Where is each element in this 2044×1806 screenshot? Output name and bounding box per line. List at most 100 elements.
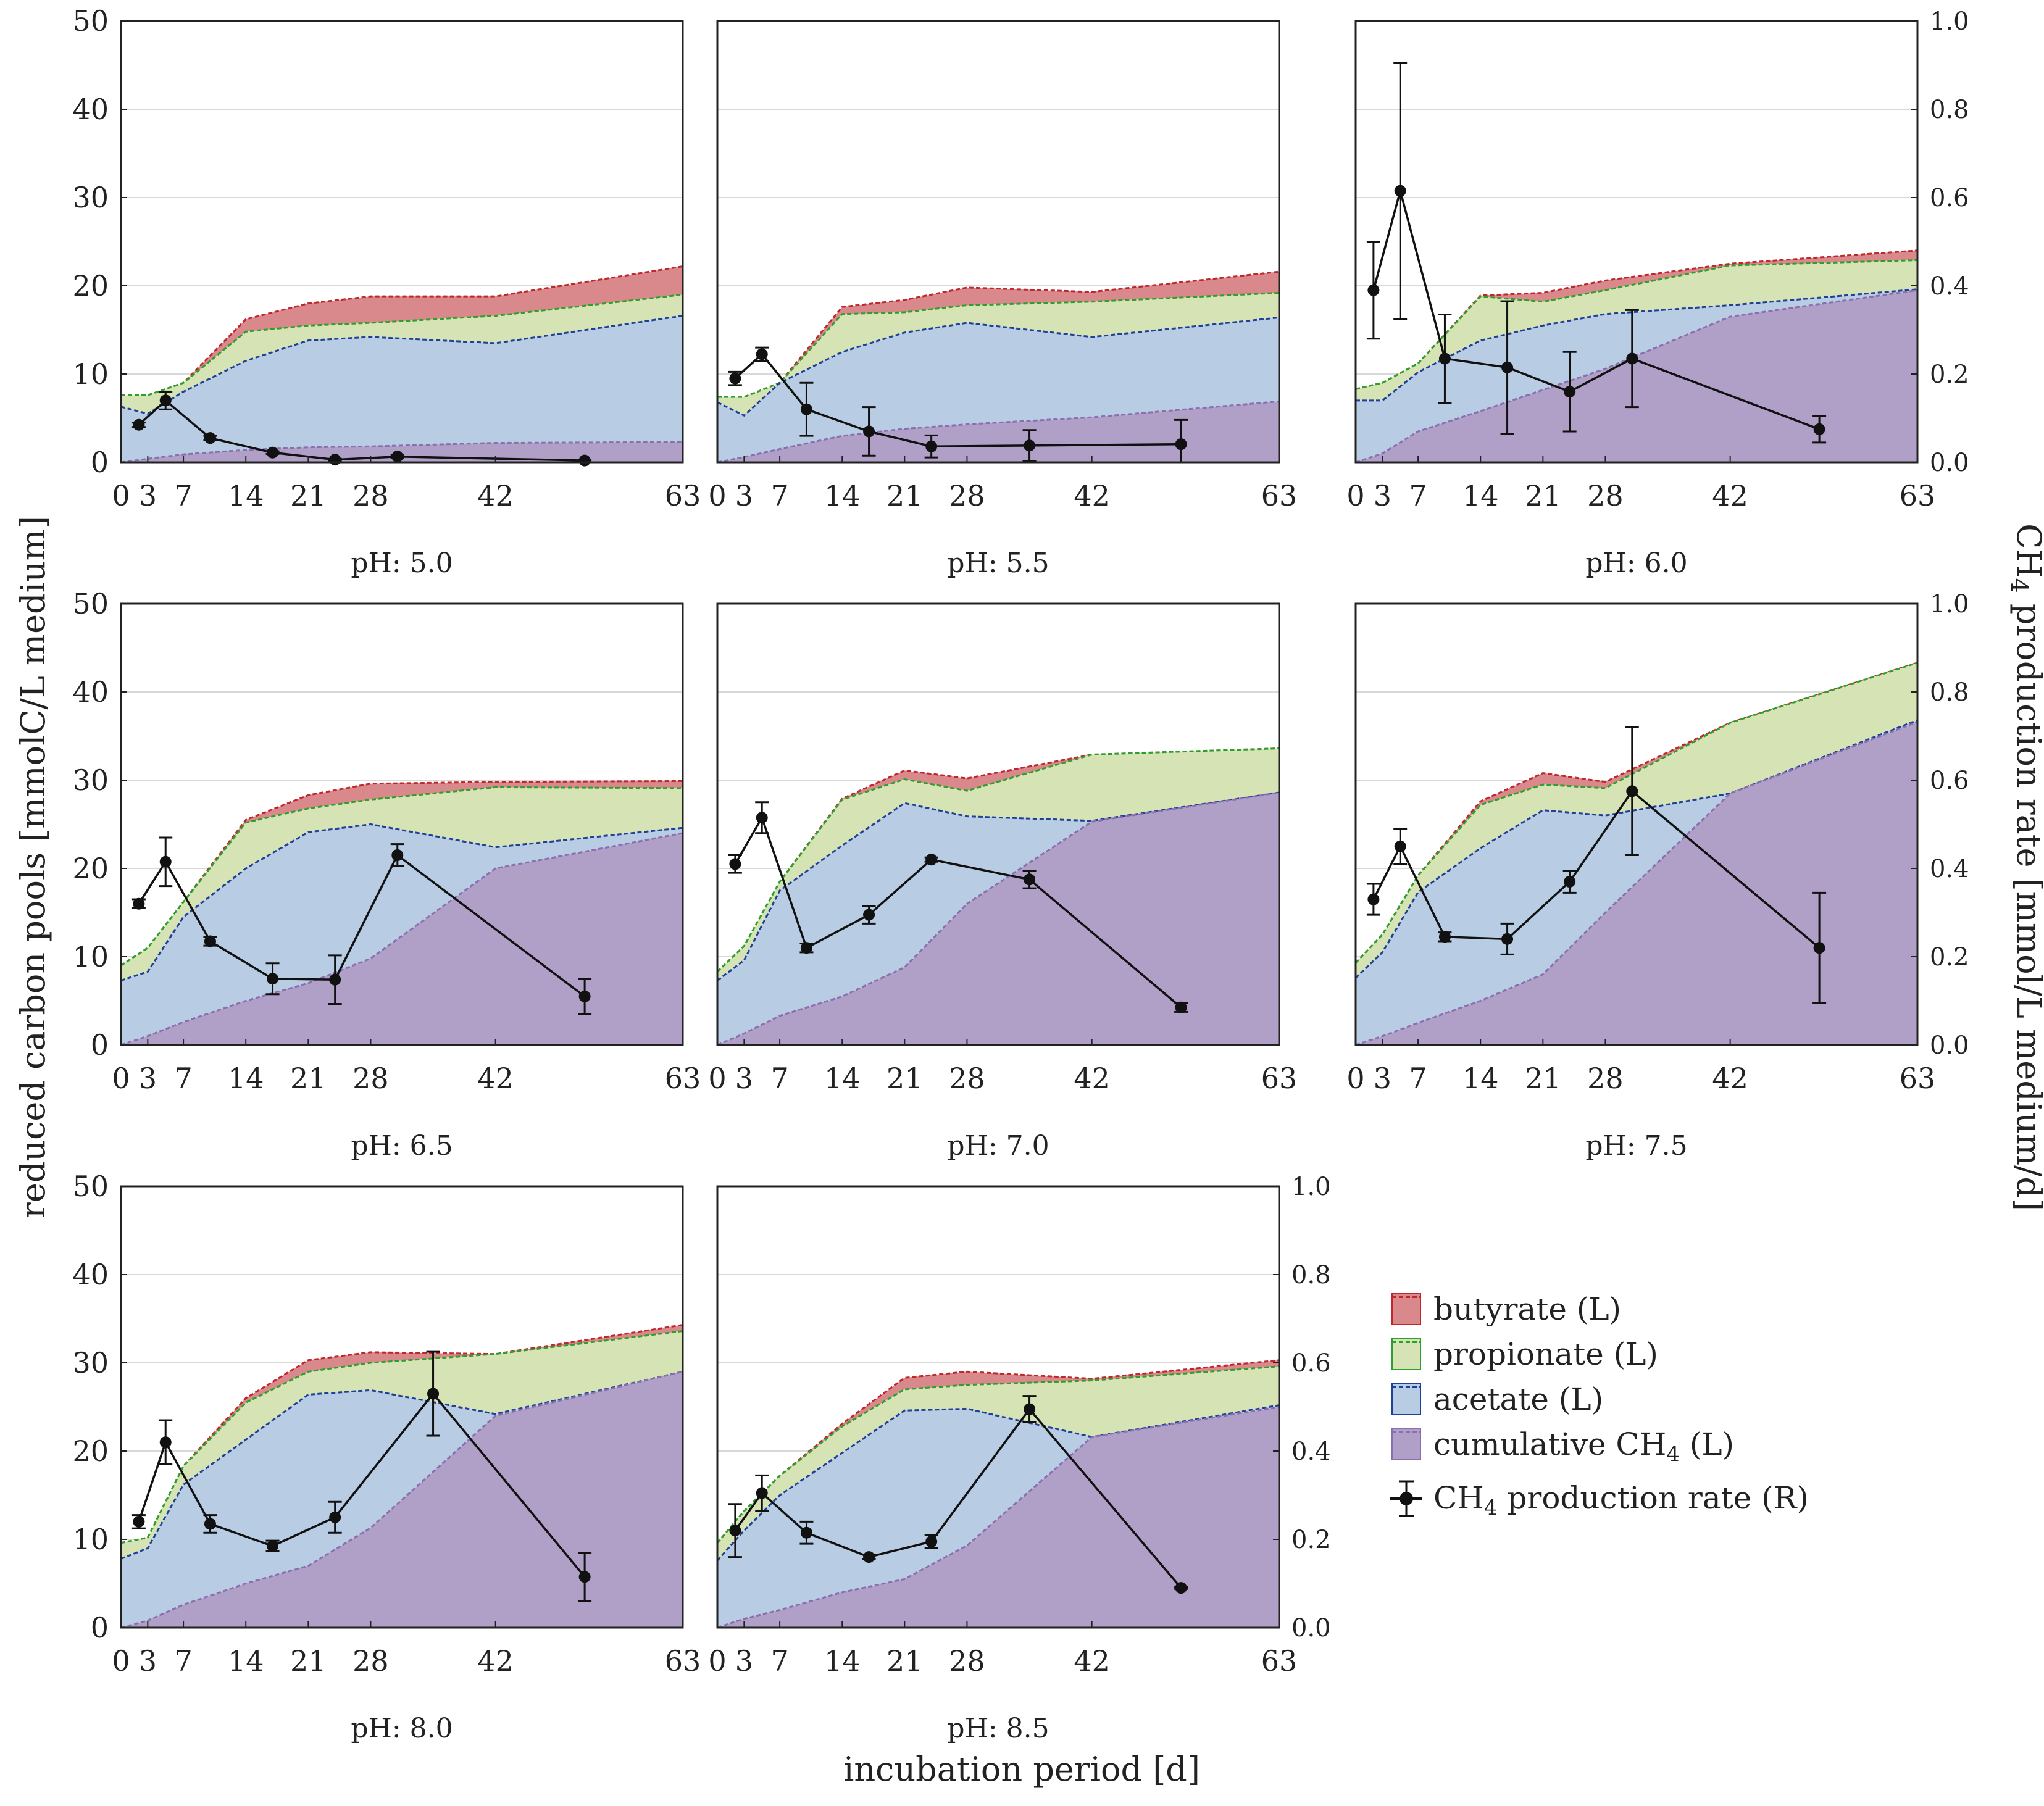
rate-point [204,1518,216,1530]
x-tick-label: 3 [1374,1062,1391,1095]
x-tick-label: 0 [112,1062,130,1095]
x-tick-label: 3 [735,1644,753,1678]
area-cumulative-ch4 [717,793,1279,1045]
area-butyrate [121,266,683,396]
x-tick-label: 21 [1525,479,1561,512]
panel-2: 0 3 7 14 21 28 42 63 pH: 5.5 [708,20,1298,579]
rate-point [1501,933,1514,945]
line-acetate [1354,719,1918,979]
rate-point [1626,352,1638,365]
area-propionate [121,1331,683,1559]
x-tick-label: 28 [1587,1062,1624,1095]
line-cumulative-ch4 [717,1406,1280,1629]
panel-7: 0 3 7 14 21 28 42 63 0 10 20 30 40 50 pH: 8.0 [72,1170,701,1744]
rate-point [1564,386,1576,398]
y-left-tick-label: 0 [91,1028,109,1062]
x-tick-label: 7 [174,479,192,512]
line-propionate [716,1365,1280,1544]
panel-6: 0 3 7 14 21 28 42 630.0 0.2 0.4 0.6 0.8 1.0 pH: 7.5 [1346,590,1969,1162]
y-left-tick-label: 10 [72,940,109,973]
legend-rate-sub: 4 [1484,1496,1498,1520]
panel-title: pH: 6.5 [351,1130,453,1162]
y-right-tick-label: 0.0 [1930,1031,1969,1060]
rate-point [329,1511,341,1523]
x-tick-label: 28 [352,1062,389,1095]
x-tick-label: 7 [770,1062,788,1095]
legend-label-acetate: acetate (L) [1433,1381,1603,1417]
plot-frame [716,1185,1280,1629]
y-right-tick-label: 0.6 [1930,184,1969,212]
rate-point [756,1487,768,1499]
y-right-tick-label: 0.4 [1930,272,1969,301]
y-right-title-prefix: CH [2009,523,2044,578]
x-tick-label: 0 [1346,1062,1364,1095]
y-right-tick-label: 0.6 [1930,767,1969,795]
line-cumulative-ch4 [120,832,683,1046]
x-tick-label: 63 [1261,479,1298,512]
y-left-tick-label: 30 [72,1346,109,1379]
plot-frame [120,1185,684,1629]
area-propionate [1356,260,1917,401]
x-tick-label: 42 [1074,1062,1110,1095]
x-tick-label: 14 [228,1062,264,1095]
rate-point [729,858,741,870]
area-cumulative-ch4 [121,833,683,1045]
legend-rate-suffix: production rate (R) [1498,1480,1809,1516]
x-tick-label: 21 [290,1062,327,1095]
y-right-tick-label: 0.8 [1930,678,1969,707]
rate-point [1024,1403,1036,1415]
x-tick-label: 63 [1261,1644,1298,1678]
area-propionate [121,787,683,981]
rate-point [925,854,938,866]
rate-point [427,1388,440,1400]
rate-point [800,942,812,954]
y-right-tick-label: 0.8 [1291,1261,1331,1289]
rate-point [159,855,172,868]
x-tick-label: 7 [1409,1062,1427,1095]
legend-swatch-acetate [1391,1383,1421,1415]
area-acetate [717,317,1279,462]
panel-4: 0 3 7 14 21 28 42 63 0 10 20 30 40 50 pH: 6.5 [72,587,701,1162]
legend-item-cumulative-ch4: cumulative CH4 (L) [1391,1426,1734,1467]
legend-item-butyrate: butyrate (L) [1391,1291,1621,1327]
legend-item-acetate: acetate (L) [1391,1381,1603,1417]
x-tick-label: 63 [1900,1062,1936,1095]
x-tick-label: 14 [1462,479,1499,512]
y-left-tick-label: 50 [72,4,109,38]
x-tick-label: 7 [1409,479,1427,512]
line-butyrate [121,265,683,396]
legend-label-cumulative-ch4: cumulative CH4 (L) [1433,1426,1734,1467]
panel-title: pH: 5.5 [947,547,1049,579]
line-propionate [120,1330,683,1544]
y-right-title-suffix: production rate [mmol/L medium/d] [2009,593,2044,1211]
legend-swatch-propionate [1391,1338,1421,1370]
x-tick-label: 21 [886,1644,923,1678]
rate-point [1367,284,1380,296]
y-right-tick-label: 1.0 [1291,1173,1331,1201]
x-tick-label: 0 [112,479,130,512]
rate-point [204,935,216,947]
y-right-tick-label: 0.0 [1291,1614,1331,1642]
line-cumulative-ch4 [120,1370,683,1629]
plot-frame [120,20,684,464]
plot-frame [716,602,1280,1046]
panel-title: pH: 7.0 [947,1130,1049,1162]
rate-point [133,418,145,431]
area-cumulative-ch4 [1356,290,1917,462]
line-propionate [717,291,1280,398]
area-acetate [1356,289,1917,462]
rate-point [863,425,875,438]
x-axis-title: incubation period [d] [843,1750,1200,1789]
legend-rate-prefix: CH [1433,1480,1484,1516]
rate-point [1367,893,1380,905]
panel-title: pH: 6.0 [1585,547,1687,579]
legend-ch4-sub: 4 [1666,1442,1680,1467]
legend-swatch-butyrate [1391,1293,1421,1325]
line-cumulative-ch4 [120,441,683,464]
x-tick-label: 7 [770,479,788,512]
area-propionate [1356,662,1917,978]
y-right-tick-label: 0.0 [1930,449,1969,477]
line-cumulative-ch4 [1355,289,1918,464]
y-right-tick-label: 0.2 [1291,1526,1331,1554]
y-left-tick-label: 0 [91,1611,109,1644]
